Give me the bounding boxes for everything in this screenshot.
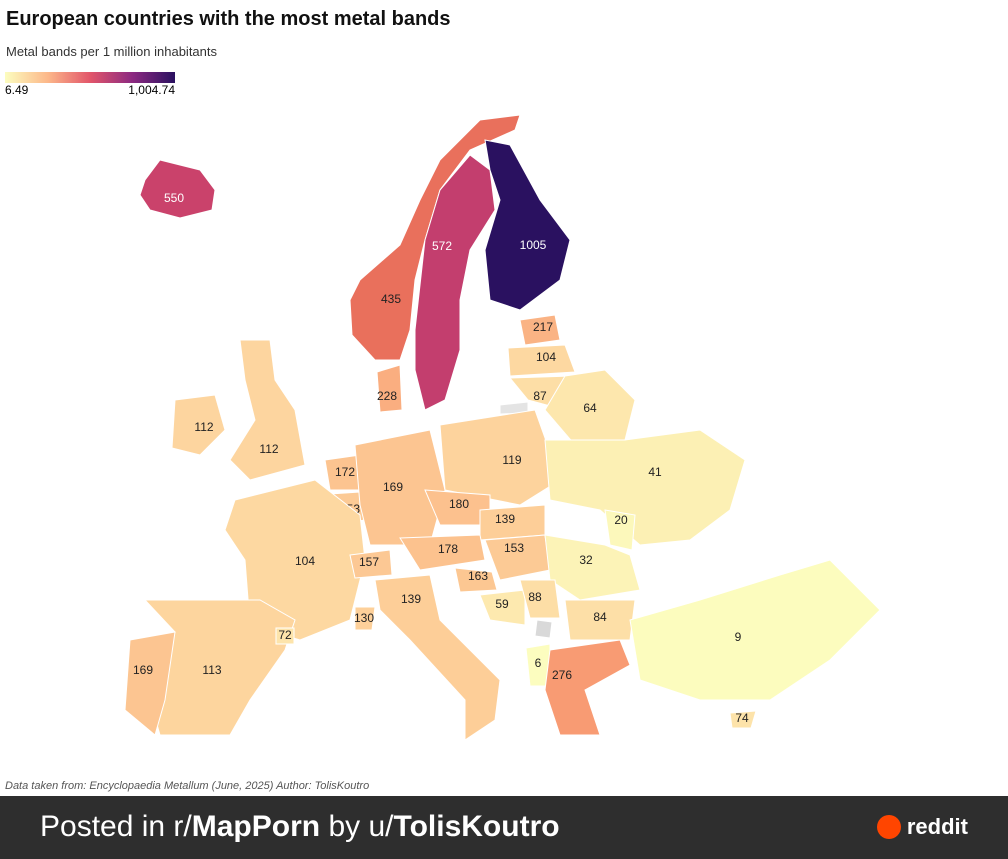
region xyxy=(229,339,306,481)
region xyxy=(374,574,501,741)
region-label: 112 xyxy=(194,420,213,434)
logo xyxy=(876,815,901,839)
region xyxy=(507,344,576,377)
region xyxy=(604,509,636,551)
region-label: 104 xyxy=(295,554,315,568)
middle: by u/ xyxy=(328,810,394,843)
region-label: 6 xyxy=(535,656,542,670)
region xyxy=(275,627,295,645)
region xyxy=(171,394,226,456)
post-text: Posted in r/MapPorn by u/TolisKoutro xyxy=(40,810,560,844)
region xyxy=(414,154,496,411)
region-label: 163 xyxy=(468,569,488,583)
region xyxy=(544,639,631,736)
region xyxy=(349,549,393,579)
region xyxy=(354,606,376,631)
brand-text: reddit xyxy=(906,814,968,839)
region-label: 9 xyxy=(735,630,742,644)
subreddit[interactable]: MapPorn xyxy=(191,810,321,843)
region-label: 169 xyxy=(383,480,403,494)
region xyxy=(519,579,561,619)
banner: Posted in r/MapPorn by u/TolisKoutro red… xyxy=(0,796,1008,859)
legend-max: 1,004.74 xyxy=(128,83,175,97)
region-label: 64 xyxy=(583,401,597,415)
region xyxy=(454,567,498,593)
legend-min: 6.49 xyxy=(5,83,29,97)
region-label: 550 xyxy=(164,191,184,205)
region xyxy=(544,429,746,546)
region-label: 32 xyxy=(579,553,593,567)
region-label: 276 xyxy=(552,668,572,682)
region-label: 88 xyxy=(528,590,542,604)
title: European countries with the most metal b… xyxy=(6,8,451,30)
region-label: 172 xyxy=(335,465,355,479)
region-label: 180 xyxy=(449,497,469,511)
region-label: 572 xyxy=(432,239,452,253)
region-label: 139 xyxy=(495,512,515,526)
region xyxy=(629,559,881,701)
region-label: 130 xyxy=(354,611,374,625)
no-data-region xyxy=(534,619,553,639)
region-label: 84 xyxy=(593,610,607,624)
region-label: 87 xyxy=(533,389,547,403)
region xyxy=(729,710,757,729)
region-label: 72 xyxy=(278,628,292,642)
subtitle: Metal bands per 1 million inhabitants xyxy=(6,44,218,59)
brand: reddit xyxy=(876,814,968,840)
region-label: 178 xyxy=(438,542,458,556)
source: Data taken from: Encyclopaedia Metallum … xyxy=(5,780,370,792)
region xyxy=(564,599,636,641)
region xyxy=(399,534,486,571)
region-label: 104 xyxy=(536,350,556,364)
region-label: 41 xyxy=(648,465,662,479)
region-label: 59 xyxy=(495,597,509,611)
region-label: 119 xyxy=(502,453,521,467)
region xyxy=(484,139,571,311)
region-label: 435 xyxy=(381,292,401,306)
region-label: 157 xyxy=(359,555,379,569)
region-label: 1005 xyxy=(520,238,547,252)
legend-bar xyxy=(5,72,175,83)
region-label: 113 xyxy=(202,663,221,677)
region-label: 228 xyxy=(377,389,397,403)
region xyxy=(349,114,521,361)
region-label: 74 xyxy=(735,711,749,725)
map: 6.49 1,004.74 550 435 572 1005 217 104 87 64 228… xyxy=(5,72,881,741)
region-label: 112 xyxy=(259,442,278,456)
region-label: 139 xyxy=(401,592,421,606)
region-label: 153 xyxy=(504,541,524,555)
region xyxy=(439,409,561,506)
prefix: Posted in r/ xyxy=(40,810,192,843)
region xyxy=(376,364,403,413)
region-label: 169 xyxy=(133,663,153,677)
region xyxy=(519,314,561,346)
region xyxy=(124,631,176,736)
region-label: 20 xyxy=(614,513,628,527)
region xyxy=(139,159,216,219)
user[interactable]: TolisKoutro xyxy=(393,810,560,843)
region xyxy=(479,589,526,626)
region-label: 217 xyxy=(533,320,553,334)
